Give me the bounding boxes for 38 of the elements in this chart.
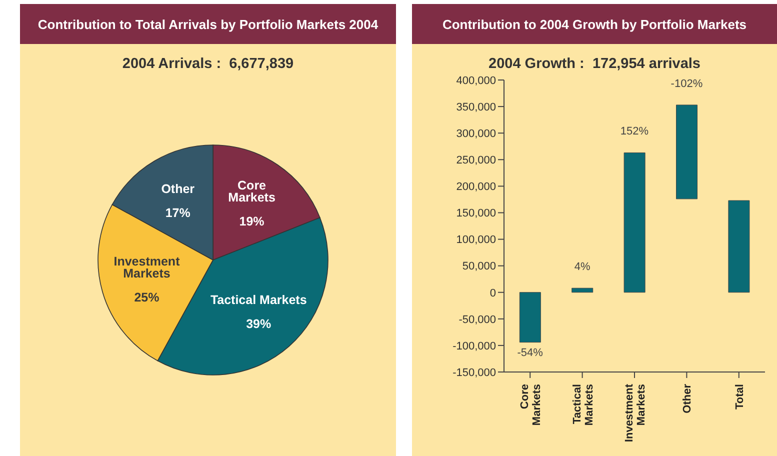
x-tick-label: Tactical Markets — [571, 384, 596, 426]
annotation: -102% — [670, 78, 703, 90]
y-tick-label: -100,000 — [452, 340, 496, 352]
slice-label: Core Markets — [228, 178, 276, 204]
y-tick-label: 250,000 — [456, 154, 496, 167]
y-tick-label: -150,000 — [452, 366, 496, 379]
y-tick-label: 50,000 — [462, 260, 496, 273]
x-tick-label: Total — [734, 384, 746, 410]
bar — [572, 288, 594, 293]
x-tick-label: Other — [682, 383, 694, 414]
slice-label: Other — [161, 182, 195, 196]
data-label: 17% — [165, 206, 190, 220]
y-tick-label: 100,000 — [456, 234, 496, 246]
data-label: 39% — [246, 317, 272, 332]
data-label: 19% — [239, 214, 264, 228]
y-tick-label: 200,000 — [456, 181, 496, 194]
y-tick-label: 350,000 — [456, 101, 496, 114]
y-tick-label: 150,000 — [456, 208, 496, 220]
bar — [676, 104, 698, 200]
y-tick-label: 300,000 — [456, 128, 496, 140]
slice-label: Tactical Markets — [210, 293, 307, 308]
annotation: -54% — [517, 347, 544, 360]
bar — [728, 200, 750, 293]
chart-title: Contribution to Total Arrivals by Portfolio Markets 2004 — [20, 4, 396, 44]
bar — [624, 152, 646, 293]
annotation: 4% — [574, 261, 590, 274]
data-label: 25% — [134, 290, 160, 305]
slice-label: Investment Markets — [114, 254, 181, 281]
chart-subtitle: 2004 Arrivals : 6,677,839 — [121, 56, 295, 72]
y-tick-label: 0 — [490, 287, 496, 300]
y-tick-label: -50,000 — [458, 314, 496, 326]
annotation: 152% — [620, 126, 649, 138]
bar — [519, 292, 541, 343]
x-tick-label: Investment Markets — [624, 384, 648, 442]
y-tick-label: 400,000 — [456, 74, 496, 87]
x-tick-label: Core Markets — [519, 384, 544, 426]
chart-title: Contribution to 2004 Growth by Portfolio Markets — [412, 4, 777, 44]
chart-subtitle: 2004 Growth : 172,954 arrivals — [488, 56, 702, 72]
